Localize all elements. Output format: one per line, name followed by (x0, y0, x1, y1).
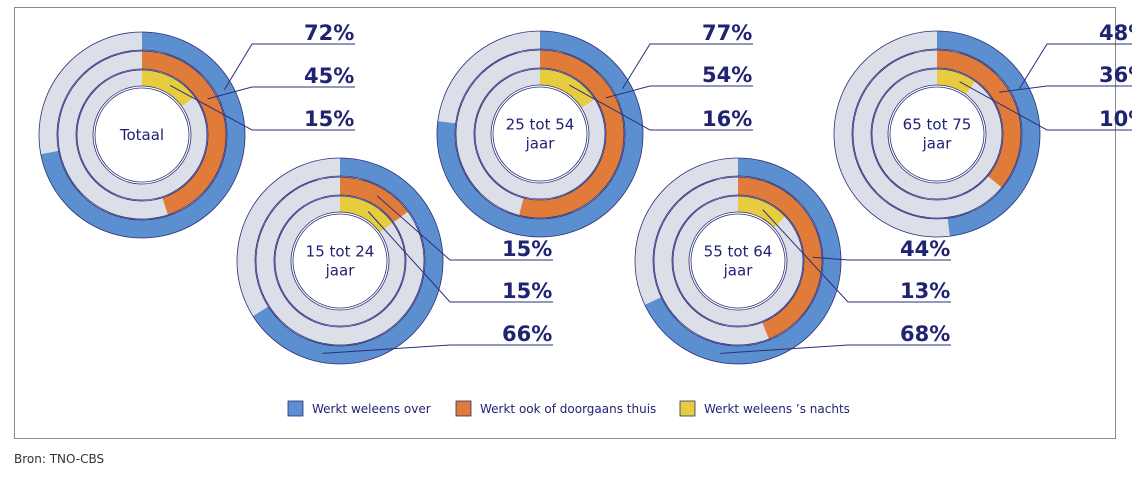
chart-25-tot-54-jaar-value-label-2: 16% (702, 107, 752, 131)
chart-55-tot-64-jaar-bar-werkt-ook-of-doorgaans-thuis (738, 177, 822, 340)
chart-25-tot-54-jaar-leader-2 (569, 84, 753, 131)
chart-25-tot-54-jaar-center-label-0: 25 tot 54 (506, 116, 575, 134)
chart-25-tot-54-jaar-bar-werkt-weleens-s-nachts (540, 69, 595, 108)
chart-15-tot-24-jaar-value-label-0: 66% (502, 322, 552, 346)
chart-25-tot-54-jaar-ring-outline-outer-2 (474, 68, 606, 200)
chart-25-tot-54-jaar-ring-outline-outer-0 (436, 30, 644, 238)
chart-55-tot-64-jaar-center (690, 213, 786, 309)
chart-totaal-ring-outline-outer-1 (57, 50, 227, 220)
legend-swatch-werkt-weleens-over (287, 400, 304, 417)
chart-65-tot-75-jaar-ring-outline-inner-2 (887, 84, 987, 184)
chart-55-tot-64-jaar-leader-1 (812, 256, 951, 261)
chart-15-tot-24-jaar-leader-2 (367, 211, 553, 303)
chart-65-tot-75-jaar-leader-2 (959, 81, 1132, 131)
chart-15-tot-24-jaar-ring-outline-inner-2 (290, 211, 390, 311)
chart-totaal-bar-werkt-ook-of-doorgaans-thuis (142, 51, 226, 215)
chart-15-tot-24-jaar-ring-outline-inner-1 (273, 194, 407, 328)
chart-65-tot-75-jaar-center-label-0: 65 tot 75 (903, 116, 972, 134)
chart-55-tot-64-jaar-ring-outline-outer-2 (672, 195, 804, 327)
chart-25-tot-54-jaar-ring-outline-outer-1 (455, 49, 625, 219)
chart-55-tot-64-jaar-center-label-0: 55 tot 64 (704, 243, 773, 261)
legend-label-werkt-weleens-s-nachts: Werkt weleens ’s nachts (704, 402, 850, 416)
chart-totaal-value-label-2: 15% (304, 107, 354, 131)
chart-25-tot-54-jaar-ring-outline-inner-1 (473, 67, 607, 201)
chart-65-tot-75-jaar-value-label-1: 36% (1099, 63, 1132, 87)
chart-15-tot-24-jaar-center-label-0: 15 tot 24 (306, 243, 375, 261)
chart-totaal-leader-1 (207, 86, 355, 100)
chart-25-tot-54-jaar-center-label-1: jaar (525, 135, 556, 153)
source-note: Bron: TNO-CBS (14, 452, 105, 466)
chart-65-tot-75-jaar-center (889, 86, 985, 182)
chart-55-tot-64-jaar-ring-outline-outer-1 (653, 176, 823, 346)
chart-totaal-bar-werkt-weleens-s-nachts (142, 70, 195, 107)
chart-25-tot-54-jaar-ring-outline-inner-2 (490, 84, 590, 184)
chart-totaal-leader-2 (170, 85, 355, 131)
chart-65-tot-75-jaar-value-label-2: 10% (1099, 107, 1132, 131)
legend-label-werkt-ook-of-doorgaans-thuis: Werkt ook of doorgaans thuis (480, 402, 656, 416)
chart-65-tot-75-jaar-leader-0 (1018, 43, 1132, 89)
chart-55-tot-64-jaar-leader-2 (762, 209, 951, 303)
chart-55-tot-64-jaar-bar-werkt-weleens-s-nachts (738, 196, 786, 228)
chart-55-tot-64-jaar-value-label-0: 68% (900, 322, 950, 346)
chart-55-tot-64-jaar-ring-outline-outer-0 (634, 157, 842, 365)
chart-totaal-ring-outline-outer-2 (76, 69, 208, 201)
chart-totaal-value-label-0: 72% (304, 21, 354, 45)
chart-15-tot-24-jaar-bar-werkt-ook-of-doorgaans-thuis (340, 177, 408, 223)
chart-55-tot-64-jaar-leader-0 (720, 344, 951, 354)
chart-frame (14, 7, 1116, 439)
chart-totaal-leader-0 (223, 43, 355, 90)
chart-totaal-value-label-1: 45% (304, 64, 354, 88)
chart-25-tot-54-jaar-center (492, 86, 588, 182)
chart-55-tot-64-jaar-ring-outline-inner-0 (652, 175, 824, 347)
chart-65-tot-75-jaar-center-label-1: jaar (922, 135, 953, 153)
chart-65-tot-75-jaar-ring-outline-outer-0 (833, 30, 1041, 238)
chart-15-tot-24-jaar-ring-outline-outer-0 (236, 157, 444, 365)
chart-totaal-ring-outline-inner-1 (75, 68, 209, 202)
chart-15-tot-24-jaar-leader-1 (376, 195, 553, 261)
chart-65-tot-75-jaar-value-label-0: 48% (1099, 21, 1132, 45)
chart-25-tot-54-jaar-leader-1 (605, 85, 753, 99)
chart-25-tot-54-jaar-ring-outline-inner-0 (454, 48, 626, 220)
chart-55-tot-64-jaar-ring-outline-inner-1 (671, 194, 805, 328)
chart-15-tot-24-jaar-center-label-1: jaar (325, 262, 356, 280)
chart-25-tot-54-jaar-value-label-0: 77% (702, 21, 752, 45)
chart-55-tot-64-jaar-value-label-1: 44% (900, 237, 950, 261)
legend-swatch-werkt-weleens-s-nachts (679, 400, 696, 417)
chart-55-tot-64-jaar-ring-outline-inner-2 (688, 211, 788, 311)
chart-15-tot-24-jaar-value-label-1: 15% (502, 237, 552, 261)
chart-65-tot-75-jaar-bar-werkt-weleens-over (937, 31, 1040, 237)
chart-65-tot-75-jaar-ring-outline-outer-1 (852, 49, 1022, 219)
chart-15-tot-24-jaar-ring-outline-outer-1 (255, 176, 425, 346)
chart-totaal-ring-outline-outer-0 (38, 31, 246, 239)
chart-65-tot-75-jaar-ring-outline-inner-1 (870, 67, 1004, 201)
chart-55-tot-64-jaar-value-label-2: 13% (900, 279, 950, 303)
legend-swatch-werkt-ook-of-doorgaans-thuis (455, 400, 472, 417)
chart-65-tot-75-jaar-leader-1 (999, 85, 1132, 93)
chart-totaal-ring-outline-inner-2 (92, 85, 192, 185)
chart-55-tot-64-jaar-center-label-1: jaar (723, 262, 754, 280)
chart-65-tot-75-jaar-bar-werkt-ook-of-doorgaans-thuis (937, 50, 1021, 188)
chart-25-tot-54-jaar-leader-0 (621, 43, 753, 89)
chart-65-tot-75-jaar-ring-outline-outer-2 (871, 68, 1003, 200)
chart-65-tot-75-jaar-bar-werkt-weleens-s-nachts (937, 69, 976, 95)
legend-label-werkt-weleens-over: Werkt weleens over (312, 402, 431, 416)
chart-25-tot-54-jaar-bar-werkt-ook-of-doorgaans-thuis (519, 50, 625, 219)
chart-15-tot-24-jaar-value-label-2: 15% (502, 279, 552, 303)
chart-15-tot-24-jaar-center (292, 213, 388, 309)
chart-15-tot-24-jaar-leader-0 (322, 344, 553, 354)
chart-totaal-ring-outline-inner-0 (56, 49, 228, 221)
chart-15-tot-24-jaar-ring-outline-outer-2 (274, 195, 406, 327)
chart-totaal-center (94, 87, 190, 183)
chart-65-tot-75-jaar-ring-outline-inner-0 (851, 48, 1023, 220)
chart-25-tot-54-jaar-value-label-1: 54% (702, 63, 752, 87)
chart-15-tot-24-jaar-ring-outline-inner-0 (254, 175, 426, 347)
chart-totaal-center-label-0: Totaal (119, 126, 164, 144)
